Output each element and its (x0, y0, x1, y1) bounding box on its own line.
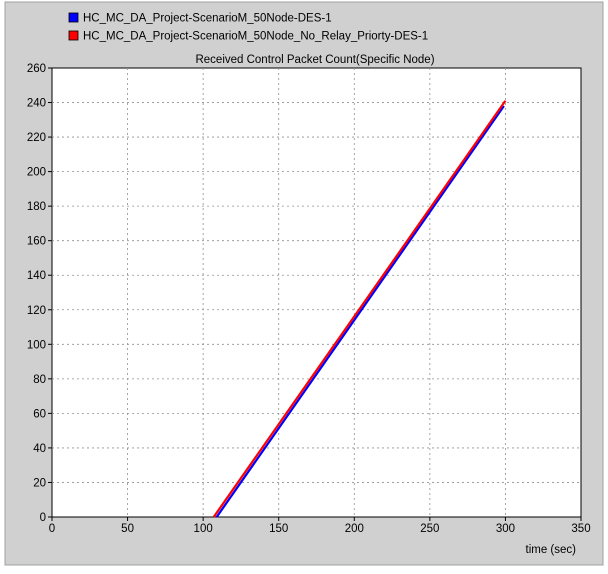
y-tick-label: 260 (27, 63, 46, 75)
y-tick-label: 160 (27, 236, 46, 248)
chart-title: Received Control Packet Count(Specific N… (195, 54, 434, 66)
data-series (212, 100, 507, 518)
y-tick-label: 0 (40, 512, 46, 524)
legend-label-2: HC_MC_DA_Project-ScenarioM_50Node_No_Rel… (83, 31, 428, 43)
y-tick-label: 60 (33, 408, 46, 420)
axis-ticks: 0 50 100 150 200 250 300 350 0 20 40 60 80 100 120 140 1… (27, 63, 591, 535)
y-tick-label: 200 (27, 167, 46, 179)
legend-swatch-1 (68, 12, 79, 23)
x-tick-label: 100 (194, 523, 213, 535)
x-tick-label: 200 (345, 523, 364, 535)
y-tick-label: 140 (27, 270, 46, 282)
x-axis-label: time (sec) (526, 544, 577, 556)
y-tick-label: 80 (33, 374, 46, 386)
y-tick-label: 180 (27, 201, 46, 213)
x-tick-label: 350 (571, 523, 590, 535)
legend: HC_MC_DA_Project-ScenarioM_50Node-DES-1 … (68, 12, 428, 43)
y-tick-label: 220 (27, 132, 46, 144)
legend-swatch-2 (68, 30, 79, 41)
gridlines (52, 68, 581, 517)
legend-item-2: HC_MC_DA_Project-ScenarioM_50Node_No_Rel… (68, 30, 428, 43)
plot-area (51, 67, 582, 518)
y-tick-label: 240 (27, 98, 46, 110)
x-tick-label: 150 (269, 523, 288, 535)
x-tick-label: 50 (121, 523, 134, 535)
series-line-2 (212, 100, 507, 518)
legend-label-1: HC_MC_DA_Project-ScenarioM_50Node-DES-1 (83, 13, 332, 25)
x-tick-label: 300 (496, 523, 515, 535)
series-line-1 (215, 105, 505, 518)
legend-item-1: HC_MC_DA_Project-ScenarioM_50Node-DES-1 (68, 12, 332, 25)
y-tick-label: 100 (27, 339, 46, 351)
x-tick-label: 250 (420, 523, 439, 535)
y-tick-label: 40 (33, 443, 46, 455)
y-tick-label: 20 (33, 477, 46, 489)
y-tick-label: 120 (27, 305, 46, 317)
x-tick-label: 0 (49, 523, 55, 535)
